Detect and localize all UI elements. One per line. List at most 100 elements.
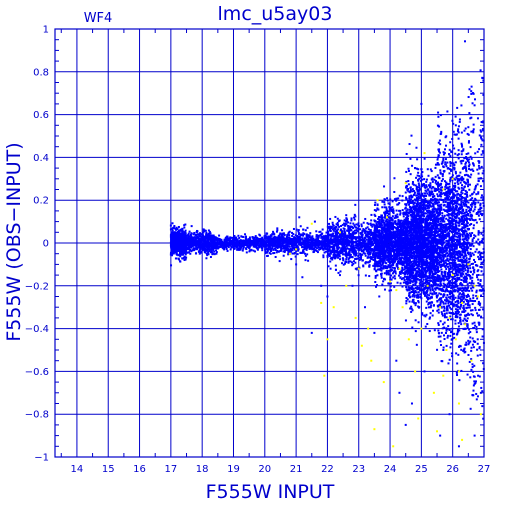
data-point (384, 212, 387, 215)
data-point (208, 230, 211, 233)
data-point (263, 237, 266, 240)
data-point (370, 219, 373, 222)
data-point (329, 217, 332, 220)
data-point (336, 221, 339, 224)
data-point (377, 236, 380, 239)
data-point (353, 229, 356, 232)
data-point (403, 249, 406, 252)
data-point (395, 249, 398, 252)
data-point (185, 234, 188, 237)
data-point (204, 245, 207, 248)
data-point (299, 251, 302, 254)
data-point (340, 237, 343, 240)
data-point (239, 240, 242, 243)
data-point (347, 230, 350, 233)
data-point (331, 233, 334, 236)
data-point (400, 248, 403, 251)
data-point (359, 254, 362, 257)
data-point (396, 242, 399, 245)
data-point (247, 241, 250, 244)
data-point (266, 249, 269, 252)
data-point (392, 208, 395, 211)
data-point (174, 235, 177, 238)
data-point (354, 267, 357, 270)
data-point (385, 246, 388, 249)
data-point (409, 157, 412, 160)
data-point (185, 238, 188, 241)
data-point (337, 220, 340, 223)
data-point (178, 246, 181, 249)
data-point (398, 223, 401, 226)
data-point (197, 237, 200, 240)
data-point (328, 228, 331, 231)
data-point (329, 229, 332, 232)
data-point (286, 238, 289, 241)
data-point (418, 184, 421, 187)
data-point (212, 234, 215, 237)
data-point (171, 227, 174, 230)
data-point (220, 245, 223, 248)
data-point (373, 265, 376, 268)
data-point (399, 209, 402, 212)
data-point (381, 257, 384, 260)
data-point (382, 266, 385, 269)
data-point (365, 243, 368, 246)
data-point (204, 243, 207, 246)
data-point (186, 251, 189, 254)
data-point (206, 245, 209, 248)
data-point (373, 249, 376, 252)
data-point (177, 258, 180, 261)
data-point (388, 232, 391, 235)
data-point (352, 222, 355, 225)
data-point (366, 245, 369, 248)
data-point (387, 232, 390, 235)
data-point (327, 236, 330, 239)
data-point (227, 243, 230, 246)
data-point (177, 225, 180, 228)
data-point (383, 227, 386, 230)
data-point (354, 250, 357, 253)
data-point (384, 216, 387, 219)
data-point (353, 224, 356, 227)
data-point (394, 243, 397, 246)
data-point (169, 228, 172, 231)
data-point (187, 251, 190, 254)
data-point (338, 242, 341, 245)
data-point (317, 246, 320, 249)
data-point (215, 238, 218, 241)
data-point (335, 226, 338, 229)
data-point (347, 228, 350, 231)
data-point (179, 228, 182, 231)
data-point (392, 210, 395, 213)
data-point (354, 257, 357, 260)
data-point (351, 240, 354, 243)
data-point (248, 245, 251, 248)
data-point (402, 241, 405, 244)
data-point (402, 236, 405, 239)
data-point (282, 233, 285, 236)
data-point (242, 243, 245, 246)
data-point (382, 267, 385, 270)
data-point (382, 280, 385, 283)
data-point (178, 253, 181, 256)
data-point (382, 235, 385, 238)
data-point (355, 238, 358, 241)
data-point (399, 239, 402, 242)
data-point (388, 247, 391, 250)
data-point (334, 257, 337, 260)
data-point (395, 264, 398, 267)
data-point (352, 226, 355, 229)
data-point (231, 236, 234, 239)
data-point (386, 218, 389, 221)
data-point (341, 262, 344, 265)
data-point (277, 240, 280, 243)
data-point (402, 232, 405, 235)
data-point (396, 281, 399, 284)
data-point (373, 268, 376, 271)
data-point (357, 247, 360, 250)
data-point (369, 231, 372, 234)
data-point (245, 239, 248, 242)
data-point (284, 241, 287, 244)
data-point (170, 245, 173, 248)
data-point (398, 202, 401, 205)
